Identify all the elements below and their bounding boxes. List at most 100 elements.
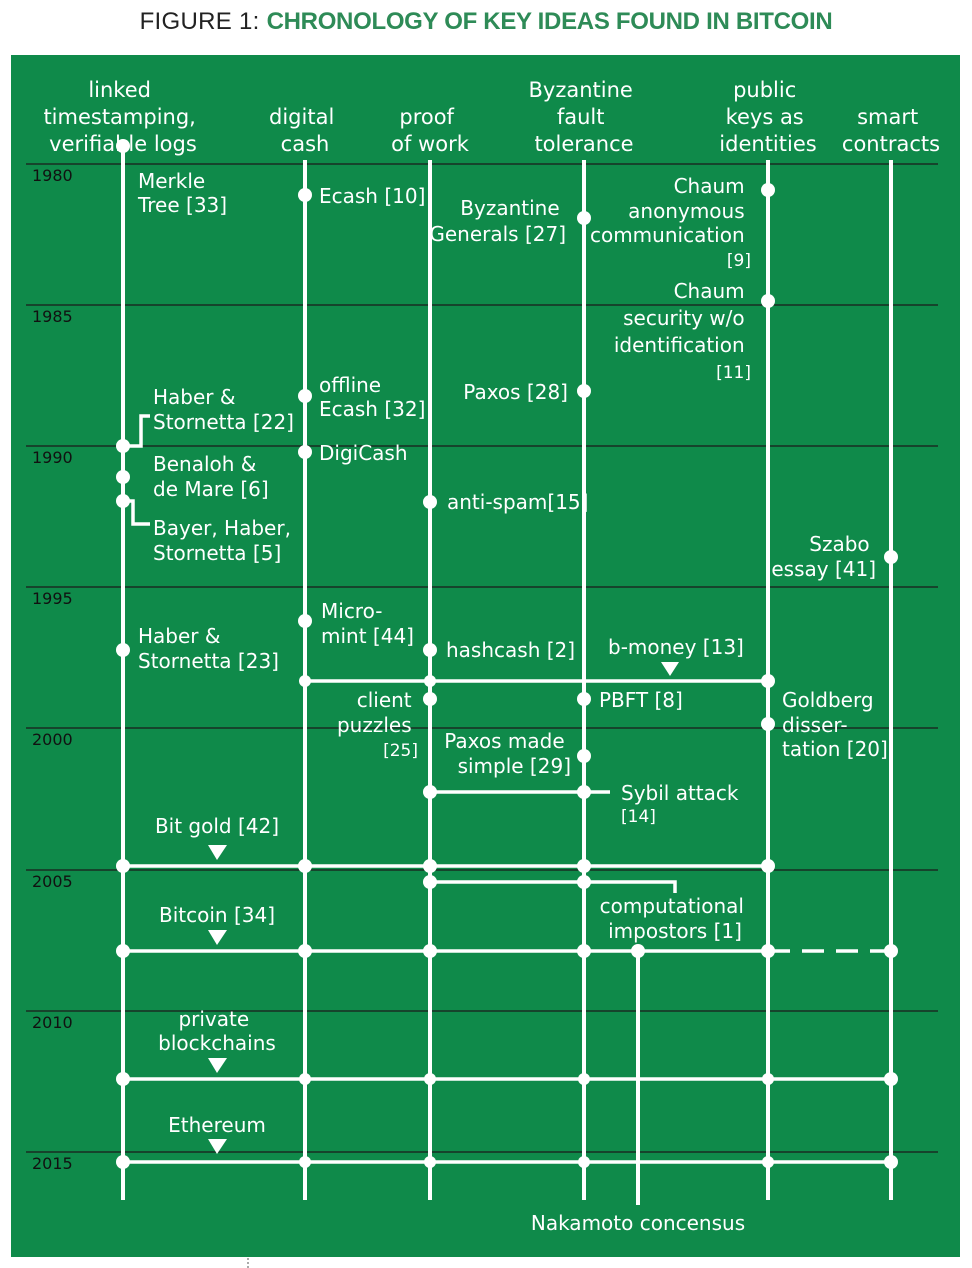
dot-bitcoin-ts — [116, 944, 130, 958]
event-sybil: Sybil attack [14] — [621, 781, 745, 827]
column-header-timestamping: linked timestamping, verifiable logs — [43, 78, 202, 156]
event-comp-impostors: computational impostors [1] — [600, 894, 751, 943]
dot-bitgold-pow — [423, 859, 437, 873]
event-micromint: Micro- mint [44] — [321, 599, 414, 648]
event-bmoney: b-money [13] — [608, 635, 744, 659]
figure-heading: CHRONOLOGY OF KEY IDEAS FOUND IN BITCOIN — [266, 8, 833, 35]
dot-bmoney-cash — [299, 675, 311, 687]
dot-eth-pow — [424, 1156, 436, 1168]
figure-label: FIGURE 1: — [139, 8, 260, 35]
dot-offline-ecash — [298, 389, 312, 403]
year-2010: 2010 — [32, 1013, 73, 1032]
event-paxos-simple: Paxos made simple [29] — [444, 729, 571, 778]
dot-bitcoin-pow — [423, 944, 437, 958]
dot-private-sc — [884, 1072, 898, 1086]
year-1985: 1985 — [32, 307, 73, 326]
dot-paxos-simple — [577, 749, 591, 763]
event-hashcash: hashcash [2] — [446, 638, 575, 662]
event-client-puzzles: client puzzles [25] — [337, 688, 418, 761]
dot-bitgold-pk — [761, 859, 775, 873]
diagram-background — [11, 55, 960, 1257]
dot-ecash — [298, 188, 312, 202]
dot-bayer — [116, 494, 130, 508]
dot-eth-pk — [762, 1156, 774, 1168]
dot-private-cash — [299, 1073, 311, 1085]
dot-client-puzzles — [423, 692, 437, 706]
dot-bitcoin-sc — [884, 944, 898, 958]
ethereum-arrow-icon — [208, 1139, 227, 1154]
dot-hashcash — [423, 643, 437, 657]
bitgold-arrow-icon — [208, 845, 227, 860]
column-header-smart-contracts: smart contracts — [842, 105, 940, 156]
event-labels: Merkle Tree [33] Ecash [10] Byzantine Ge… — [137, 169, 888, 1235]
event-offline-ecash: offline Ecash [32] — [319, 373, 425, 421]
dot-eth-bft — [578, 1156, 590, 1168]
dot-private-pk — [762, 1073, 774, 1085]
event-paxos: Paxos [28] — [463, 380, 568, 404]
private-chains-arrow-icon — [208, 1058, 227, 1073]
dot-antispam — [423, 495, 437, 509]
event-pbft: PBFT [8] — [599, 688, 683, 712]
dot-digicash — [298, 445, 312, 459]
dot-impostors-bft — [577, 875, 591, 889]
event-digicash: DigiCash — [319, 441, 408, 465]
event-bitgold: Bit gold [42] — [155, 814, 279, 838]
event-ethereum: Ethereum — [168, 1113, 266, 1137]
event-chaum-anon: Chaum anonymous communication [9] — [590, 174, 751, 271]
year-1995: 1995 — [32, 589, 73, 608]
column-header-digital-cash: digital cash — [269, 105, 341, 156]
dot-szabo — [884, 550, 898, 564]
year-2015: 2015 — [32, 1154, 73, 1173]
event-szabo: Szabo essay [41] — [771, 532, 876, 581]
event-bitcoin: Bitcoin [34] — [159, 903, 275, 927]
event-dots — [116, 139, 898, 1169]
dot-eth-ts — [116, 1155, 130, 1169]
dot-bitgold-bft — [577, 859, 591, 873]
dot-bitcoin-pk — [761, 944, 775, 958]
year-2005: 2005 — [32, 872, 73, 891]
dot-chaum-sec — [761, 294, 775, 308]
event-merkle: Merkle Tree [33] — [137, 169, 227, 217]
arrows — [208, 662, 679, 1154]
column-header-public-keys: public keys as identities — [719, 78, 816, 156]
dot-byz-generals — [577, 211, 591, 225]
event-private-chains: private blockchains — [158, 1007, 276, 1055]
dot-ts-start — [116, 139, 130, 153]
dot-bitcoin-cash — [298, 944, 312, 958]
dot-bitcoin-bft — [577, 944, 591, 958]
dot-bmoney-pk — [761, 674, 775, 688]
year-2000: 2000 — [32, 730, 73, 749]
dot-goldberg — [761, 717, 775, 731]
event-nakamoto: Nakamoto concensus — [531, 1211, 745, 1235]
haber22-bracket — [123, 414, 150, 448]
dot-benaloh — [116, 470, 130, 484]
bitcoin-arrow-icon — [208, 930, 227, 945]
event-chaum-sec: Chaum security w/o identification [11] — [614, 279, 751, 383]
year-gridlines — [26, 163, 938, 1153]
event-byz-generals: Byzantine Generals [27] — [429, 196, 566, 246]
column-header-byzantine: Byzantine fault tolerance — [528, 78, 639, 156]
bmoney-arrow-icon — [661, 662, 679, 676]
dot-chaum-anon — [761, 183, 775, 197]
dot-private-pow — [424, 1073, 436, 1085]
dot-eth-cash — [299, 1156, 311, 1168]
dot-sybil-pow — [423, 785, 437, 799]
dot-sybil-bft — [577, 785, 591, 799]
dot-eth-sc — [884, 1155, 898, 1169]
dot-bitgold-cash — [298, 859, 312, 873]
dot-bitgold-ts — [116, 859, 130, 873]
dot-pbft — [577, 692, 591, 706]
column-header-proof-of-work: proof of work — [391, 105, 470, 156]
dot-private-ts — [116, 1072, 130, 1086]
dot-paxos — [577, 384, 591, 398]
dot-private-bft — [578, 1073, 590, 1085]
dot-bmoney-pow — [424, 675, 436, 687]
event-benaloh: Benaloh & de Mare [6] — [153, 452, 269, 501]
year-labels: 1980 1985 1990 1995 2000 2005 2010 2015 — [32, 166, 73, 1173]
year-1980: 1980 — [32, 166, 73, 185]
event-bayer: Bayer, Haber, Stornetta [5] — [153, 516, 297, 565]
event-antispam: anti-spam[15] — [447, 490, 588, 514]
event-haber22: Haber & Stornetta [22] — [153, 385, 294, 434]
dot-haber22 — [116, 439, 130, 453]
dot-bitcoin-nakamoto — [631, 944, 645, 958]
